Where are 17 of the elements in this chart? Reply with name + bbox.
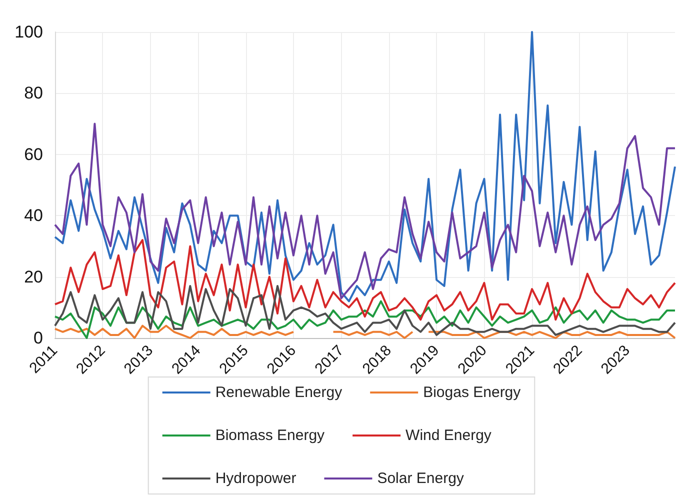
legend-label: Biogas Energy bbox=[423, 384, 522, 401]
line-series bbox=[54, 122, 676, 300]
legend-label: Renewable Energy bbox=[215, 384, 343, 401]
legend-label: Wind Energy bbox=[406, 427, 492, 444]
line-series bbox=[54, 284, 676, 336]
legend-label: Biomass Energy bbox=[215, 427, 326, 444]
line-series bbox=[54, 239, 676, 321]
y-tick-label: 100 bbox=[14, 22, 43, 42]
line-series bbox=[54, 300, 676, 339]
legend-label: Hydropower bbox=[215, 470, 296, 487]
y-tick-label: 40 bbox=[24, 206, 43, 226]
y-tick-label: 80 bbox=[24, 84, 43, 103]
line-series bbox=[54, 31, 676, 302]
legend-label: Solar Energy bbox=[377, 470, 464, 487]
y-tick-label: 0 bbox=[34, 328, 43, 348]
y-tick-label: 60 bbox=[24, 144, 43, 164]
y-tick-label: 20 bbox=[24, 267, 43, 286]
